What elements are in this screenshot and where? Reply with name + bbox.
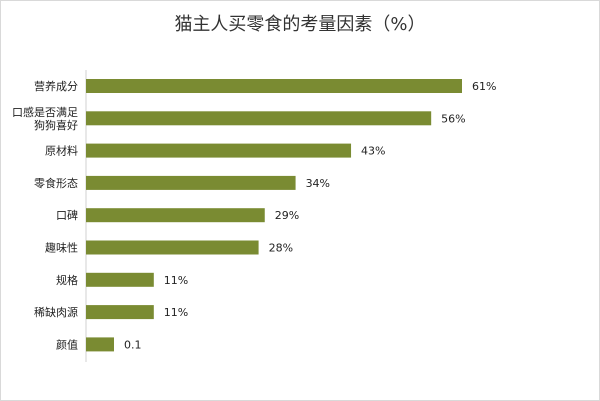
bar: [86, 337, 114, 352]
bar: [86, 272, 154, 287]
data-label: 43%: [361, 145, 385, 158]
category-label: 颜值: [56, 338, 78, 351]
chart-title: 猫主人买零食的考量因素（%）: [174, 14, 426, 35]
category-label: 趣味性: [45, 241, 78, 255]
data-label: 28%: [269, 242, 293, 255]
category-label: 营养成分: [34, 79, 78, 93]
data-label: 61%: [472, 80, 496, 93]
data-label: 11%: [164, 306, 188, 319]
data-label: 34%: [306, 177, 330, 190]
data-label: 29%: [275, 209, 299, 222]
category-label: 原材料: [45, 144, 78, 158]
category-label: 稀缺肉源: [34, 305, 78, 319]
bar: [86, 111, 432, 126]
data-label: 56%: [441, 112, 465, 125]
bar: [86, 175, 296, 190]
bar: [86, 143, 352, 158]
category-label: 零食形态: [34, 176, 78, 190]
category-label: 口碑: [56, 209, 78, 222]
bar: [86, 208, 265, 223]
category-label: 口感是否满足狗狗喜好: [12, 106, 78, 132]
bar: [86, 79, 462, 93]
category-label: 规格: [56, 273, 78, 287]
data-label: 11%: [164, 274, 188, 287]
bar: [86, 240, 259, 255]
data-label: 0.1: [124, 338, 142, 351]
bar: [86, 305, 154, 320]
